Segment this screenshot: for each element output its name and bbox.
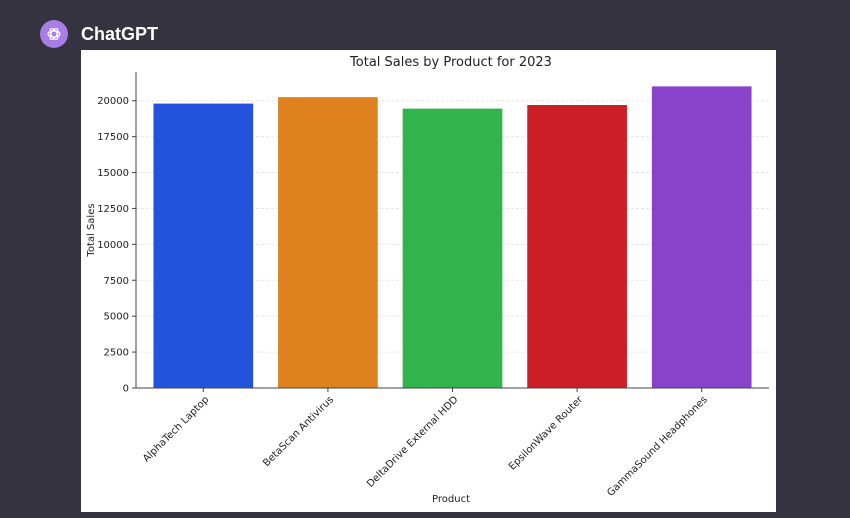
y-tick-label: 17500 xyxy=(97,132,129,143)
y-tick-label: 10000 xyxy=(97,240,129,251)
y-tick-label: 7500 xyxy=(104,276,129,287)
bar-chart: Total Sales by Product for 2023 0 2500 500… xyxy=(86,55,769,505)
x-tick-label: DeltaDrive External HDD xyxy=(365,394,461,490)
bar-5 xyxy=(651,86,752,388)
openai-logo-icon xyxy=(47,27,61,41)
y-axis-label: Total Sales xyxy=(86,203,97,257)
x-tick-label: BetaScan Antivirus xyxy=(261,394,336,469)
bar-3 xyxy=(402,108,503,389)
x-tick-label: AlphaTech Laptop xyxy=(141,394,211,464)
bar-4 xyxy=(527,105,627,388)
avatar xyxy=(40,20,68,48)
y-tick-label: 5000 xyxy=(104,312,129,323)
app-name: ChatGPT xyxy=(81,23,159,44)
y-tick-label: 15000 xyxy=(97,168,129,179)
x-tick-label: GammaSound Headphones xyxy=(605,394,710,499)
y-tick-label: 20000 xyxy=(97,96,129,107)
chart-title: Total Sales by Product for 2023 xyxy=(349,55,552,70)
chat-message-header: ChatGPT xyxy=(40,20,158,48)
y-tick-label: 2500 xyxy=(104,348,129,359)
bars xyxy=(153,86,752,389)
bar-1 xyxy=(153,103,254,388)
x-axis-label: Product xyxy=(432,494,470,505)
y-tick-label: 0 xyxy=(123,384,129,395)
bar-2 xyxy=(278,97,378,389)
chart-image: Total Sales by Product for 2023 0 2500 500… xyxy=(81,50,776,512)
y-tick-label: 12500 xyxy=(97,204,129,215)
x-tick-label: EpsilonWave Router xyxy=(507,394,586,473)
